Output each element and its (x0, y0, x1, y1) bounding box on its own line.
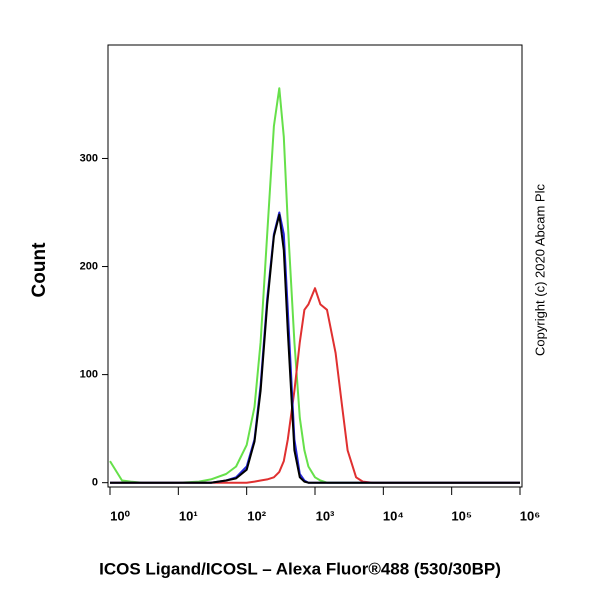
histogram-line (110, 211, 520, 484)
x-tick-label: 10² (247, 508, 266, 523)
y-tick-label: 100 (80, 369, 98, 381)
histogram-line (110, 287, 520, 484)
histogram-line (110, 213, 520, 484)
x-tick-label: 10¹ (179, 508, 198, 523)
copyright: Copyright (c) 2020 Abcam Plc (532, 184, 547, 356)
x-tick-label: 10⁰ (110, 508, 130, 523)
y-tick-label: 200 (80, 260, 98, 272)
histogram-line (109, 87, 520, 484)
y-tick-label: 300 (80, 152, 98, 164)
x-tick-label: 10⁶ (520, 508, 540, 523)
y-axis-label: Count (29, 242, 50, 298)
x-tick-label: 10³ (316, 508, 335, 523)
chart-title: ICOS Ligand/ICOSL – Alexa Fluor®488 (530… (99, 559, 501, 578)
y-tick-label: 0 (92, 477, 98, 489)
plot-frame (107, 44, 523, 488)
x-tick-label: 10⁴ (383, 508, 404, 523)
x-tick-label: 10⁵ (451, 508, 472, 523)
